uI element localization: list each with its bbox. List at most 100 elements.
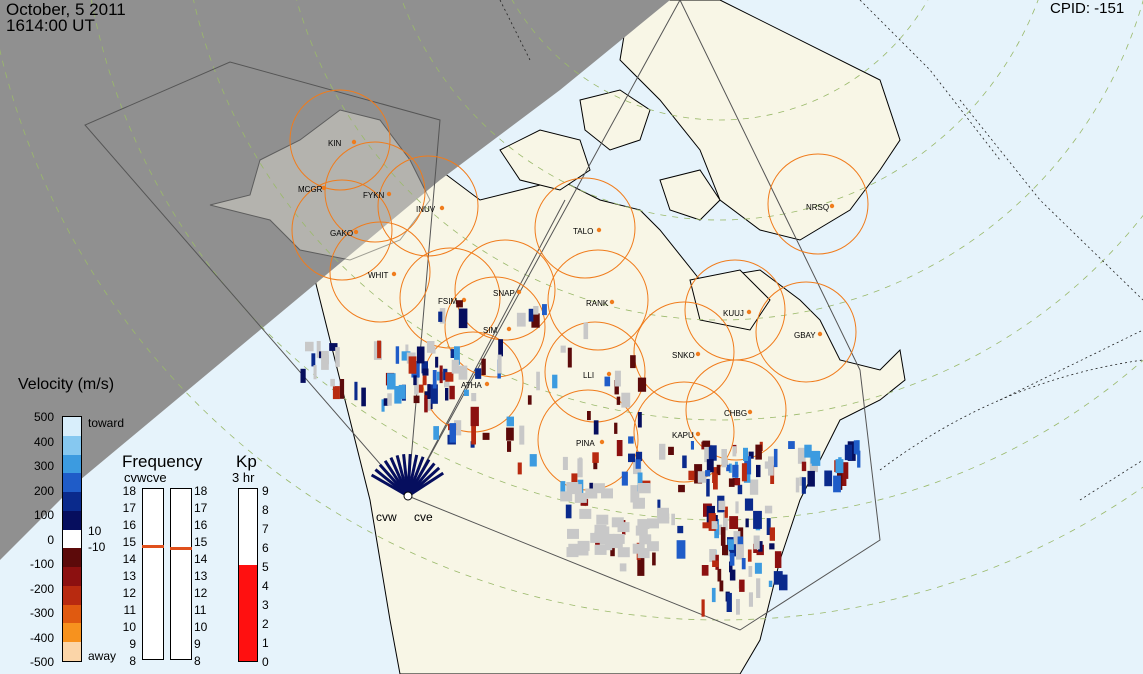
backscatter-cell (429, 384, 438, 404)
kp-fill (239, 565, 257, 661)
frequency-tick: 15 (194, 535, 208, 549)
backscatter-ground-cell (646, 541, 659, 552)
backscatter-cell (560, 345, 566, 353)
backscatter-cell (801, 477, 806, 494)
backscatter-cell (454, 420, 462, 436)
date-label: October, 5 2011 (6, 0, 126, 19)
backscatter-cell (797, 447, 806, 464)
backscatter-cell (583, 322, 589, 340)
frequency-tick: 18 (122, 484, 136, 498)
velocity-tick: 400 (33, 434, 54, 449)
backscatter-cell (330, 378, 335, 387)
backscatter-cell (795, 477, 800, 493)
backscatter-cell (799, 476, 804, 486)
kp-tick: 6 (262, 541, 269, 555)
frequency-tick: 16 (122, 518, 136, 532)
backscatter-cell (507, 441, 512, 452)
backscatter-cell (768, 580, 773, 587)
backscatter-cell (456, 300, 463, 308)
backscatter-cell (635, 459, 641, 469)
backscatter-cell (844, 444, 853, 461)
backscatter-cell (769, 527, 775, 541)
backscatter-cell (737, 536, 744, 545)
backscatter-cell (619, 563, 627, 572)
backscatter-cell (394, 386, 402, 404)
backscatter-ground-cell (612, 533, 625, 544)
backscatter-cell (381, 399, 385, 412)
backscatter-cell (335, 347, 340, 367)
station-dot-kuuj (746, 309, 752, 315)
station-label-atha: ATHA (461, 381, 482, 390)
backscatter-cell (424, 395, 428, 413)
station-dot-nrsq (829, 203, 835, 209)
backscatter-cell (722, 544, 728, 556)
backscatter-cell (614, 370, 621, 387)
radar-site-marker (403, 491, 413, 501)
backscatter-cell (723, 513, 728, 531)
backscatter-cell (701, 599, 705, 617)
backscatter-cell (753, 510, 762, 529)
backscatter (300, 300, 861, 617)
station-circle-gako (291, 179, 393, 281)
backscatter-ground-cell (639, 534, 652, 545)
backscatter-cell (593, 420, 599, 435)
backscatter-cell (720, 527, 726, 546)
backscatter-cell (614, 380, 619, 395)
velocity-away-label: away (88, 649, 117, 663)
backscatter-cell (732, 446, 737, 457)
backscatter-cell (706, 459, 714, 473)
backscatter-cell (439, 365, 443, 384)
backscatter-cell (774, 551, 782, 568)
station-label-kin: KIN (328, 139, 342, 148)
backscatter-cell (565, 504, 572, 519)
backscatter-cell (506, 416, 514, 427)
backscatter-ground-cell (594, 544, 607, 555)
kp-subtitle: 3 hr (232, 470, 255, 485)
frequency-tick: 13 (122, 569, 136, 583)
kp-tick: 3 (262, 598, 269, 612)
velocity-color-segment (63, 435, 81, 456)
backscatter-cell (678, 484, 685, 493)
backscatter-cell (516, 312, 526, 327)
backscatter-cell (747, 549, 752, 562)
backscatter-ground-cell (606, 537, 619, 548)
velocity-color-segment (63, 454, 81, 474)
backscatter-cell (529, 454, 537, 467)
backscatter-cell (321, 350, 329, 370)
station-label-inuv: INUV (416, 205, 436, 214)
backscatter-cell (717, 568, 722, 582)
backscatter-cell (416, 346, 425, 364)
station-circle-nrsq (767, 153, 869, 255)
backscatter-cell (704, 444, 713, 463)
backscatter-cell (768, 456, 774, 476)
backscatter-cell (470, 406, 479, 427)
backscatter-cell (756, 464, 761, 478)
backscatter-cell (449, 385, 455, 400)
station-label-chbg: CHBG (724, 409, 747, 418)
backscatter-cell (313, 365, 317, 380)
frequency-tick: 14 (122, 552, 136, 566)
frequency-tick: 17 (194, 501, 208, 515)
backscatter-cell (736, 539, 744, 560)
backscatter-cell (708, 445, 717, 461)
backscatter-cell (810, 450, 820, 464)
backscatter-cell (433, 426, 439, 440)
kp-tick: 1 (262, 636, 269, 650)
station-dot-snap (516, 289, 522, 295)
backscatter-cell (804, 444, 812, 458)
backscatter-ground-cell (568, 543, 581, 554)
backscatter-cell (305, 341, 314, 352)
station-label-gako: GAKO (330, 229, 353, 238)
backscatter-cell (657, 499, 661, 515)
station-label-lli: LLI (583, 371, 594, 380)
backscatter-cell (668, 446, 674, 455)
backscatter-cell (741, 463, 747, 482)
backscatter-cell (449, 423, 456, 443)
backscatter-cell (592, 452, 599, 463)
backscatter-ground-cell (632, 498, 645, 509)
velocity-color-segment (63, 623, 81, 643)
night-region (0, 0, 670, 560)
station-label-gbay: GBAY (794, 331, 816, 340)
backscatter-cell (637, 377, 647, 392)
backscatter-cell (593, 459, 598, 470)
